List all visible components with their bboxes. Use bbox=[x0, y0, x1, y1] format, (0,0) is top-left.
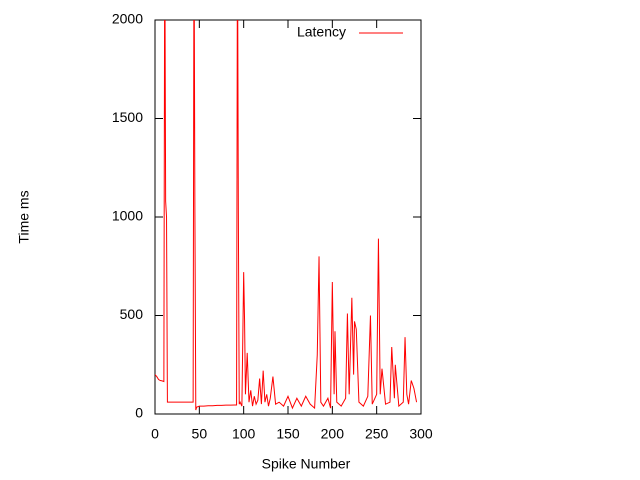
y-tick-label: 1500 bbox=[112, 109, 143, 125]
y-tick-label: 500 bbox=[120, 306, 144, 322]
x-tick-label: 250 bbox=[365, 426, 389, 442]
x-tick-label: 0 bbox=[151, 426, 159, 442]
y-tick-label: 2000 bbox=[112, 11, 143, 27]
x-tick-label: 150 bbox=[276, 426, 300, 442]
y-tick-label: 0 bbox=[135, 405, 143, 421]
legend-label: Latency bbox=[297, 24, 346, 40]
x-axis-label: Spike Number bbox=[262, 456, 351, 472]
y-tick-label: 1000 bbox=[112, 208, 143, 224]
x-tick-label: 50 bbox=[192, 426, 208, 442]
x-tick-label: 200 bbox=[321, 426, 345, 442]
series-line bbox=[155, 20, 418, 411]
y-axis-label: Time ms bbox=[16, 190, 32, 243]
x-tick-label: 100 bbox=[232, 426, 256, 442]
x-tick-label: 300 bbox=[409, 426, 433, 442]
